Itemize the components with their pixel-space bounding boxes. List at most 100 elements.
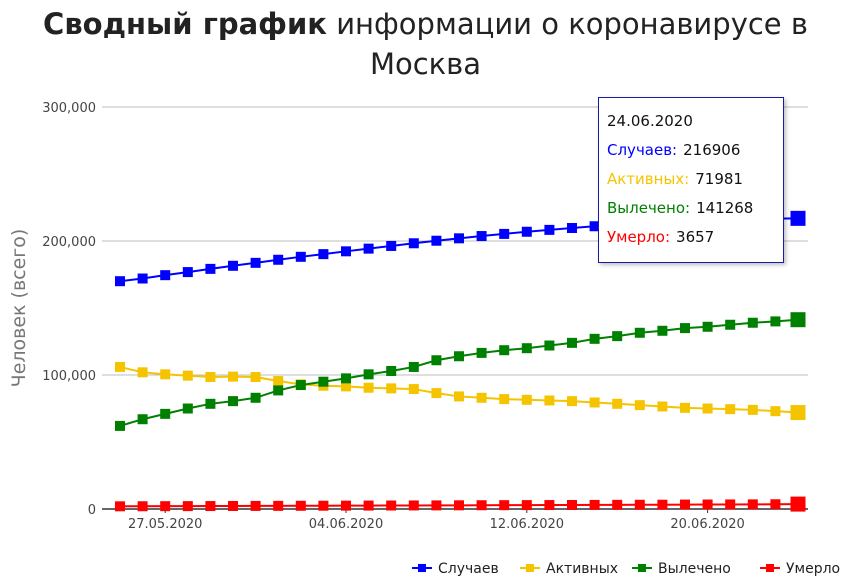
data-point	[612, 499, 623, 510]
data-point	[182, 403, 193, 414]
data-point	[589, 499, 600, 510]
data-point	[790, 405, 806, 421]
data-point	[137, 273, 148, 284]
legend-marker	[766, 564, 774, 572]
data-point	[634, 327, 645, 338]
legend-label: Активных	[546, 561, 618, 577]
data-point	[589, 397, 600, 408]
tooltip-label-recovered: Вылечено:	[607, 199, 691, 217]
chart-tooltip: 24.06.2020 Случаев: 216906 Активных: 71981…	[598, 97, 784, 263]
data-point	[205, 372, 216, 383]
series-line-2	[119, 318, 799, 427]
data-point	[544, 340, 555, 351]
data-point	[476, 392, 487, 403]
data-point	[680, 323, 690, 334]
data-point	[567, 337, 577, 348]
data-point	[318, 500, 329, 511]
data-point	[205, 501, 216, 512]
data-point	[499, 500, 510, 511]
data-point	[273, 500, 284, 511]
data-point	[250, 500, 261, 511]
data-point	[431, 388, 442, 399]
data-point	[115, 420, 125, 431]
data-point	[476, 231, 487, 242]
legend-label: Вылечено	[658, 561, 731, 577]
data-point	[747, 317, 758, 328]
data-point	[544, 395, 555, 406]
x-tick-label: 20.06.2020	[670, 517, 744, 532]
data-point	[250, 392, 261, 403]
y-tick-label: 100,000	[42, 369, 96, 384]
data-point	[790, 496, 806, 512]
data-point	[612, 398, 623, 409]
data-point	[408, 238, 419, 249]
data-point	[273, 385, 284, 396]
data-point	[702, 321, 713, 332]
chart-title: Сводный график информации о коронавирусе…	[0, 4, 851, 84]
data-point	[790, 210, 806, 226]
data-point	[499, 228, 510, 239]
tooltip-value-died: 3657	[676, 228, 715, 246]
data-point	[386, 240, 397, 251]
data-point	[634, 400, 645, 411]
data-point	[115, 361, 125, 372]
data-point	[182, 267, 193, 278]
data-point	[567, 499, 577, 510]
data-point	[160, 270, 171, 281]
data-point	[476, 500, 487, 511]
data-point	[363, 382, 374, 393]
data-point	[657, 325, 668, 336]
data-point	[295, 380, 306, 391]
tooltip-value-recovered: 141268	[696, 199, 754, 217]
data-point	[431, 235, 442, 246]
y-tick-label: 0	[88, 503, 96, 518]
y-axis-label: Человек (всего)	[8, 229, 30, 388]
data-point	[137, 501, 148, 512]
data-point	[567, 223, 577, 234]
data-point	[747, 404, 758, 415]
data-point	[341, 246, 351, 257]
chart-title-bold: Сводный график	[43, 7, 327, 41]
tooltip-row-cases: Случаев: 216906	[607, 141, 740, 159]
data-point	[521, 343, 532, 354]
data-point	[747, 499, 758, 510]
data-point	[612, 331, 623, 342]
data-point	[589, 221, 600, 232]
data-point	[408, 384, 419, 395]
data-point	[725, 499, 736, 510]
data-point	[521, 226, 532, 237]
data-point	[725, 319, 736, 330]
data-point	[544, 224, 555, 235]
tooltip-label-died: Умерло:	[607, 228, 671, 246]
tooltip-label-active: Активных:	[607, 170, 690, 188]
data-point	[544, 500, 555, 511]
data-point	[702, 403, 713, 414]
data-point	[702, 499, 713, 510]
data-point	[680, 499, 690, 510]
legend-label: Случаев	[438, 561, 499, 577]
data-point	[408, 361, 419, 372]
x-tick-label: 12.06.2020	[490, 517, 564, 532]
data-point	[386, 383, 397, 394]
data-point	[790, 312, 806, 328]
data-point	[228, 500, 238, 511]
data-point	[363, 369, 374, 380]
data-point	[363, 500, 374, 511]
data-point	[182, 501, 193, 512]
x-tick-label: 04.06.2020	[309, 517, 383, 532]
x-tick-label: 27.05.2020	[128, 517, 202, 532]
data-point	[454, 500, 464, 511]
data-point	[160, 369, 171, 380]
legend-marker	[638, 564, 646, 572]
data-point	[454, 233, 464, 244]
data-point	[386, 500, 397, 511]
data-point	[499, 394, 510, 405]
tooltip-date: 24.06.2020	[607, 112, 693, 130]
data-point	[770, 316, 781, 327]
tooltip-value-active: 71981	[695, 170, 743, 188]
data-point	[408, 500, 419, 511]
data-point	[273, 376, 284, 387]
y-tick-label: 200,000	[42, 235, 96, 250]
y-tick-label: 300,000	[42, 101, 96, 116]
